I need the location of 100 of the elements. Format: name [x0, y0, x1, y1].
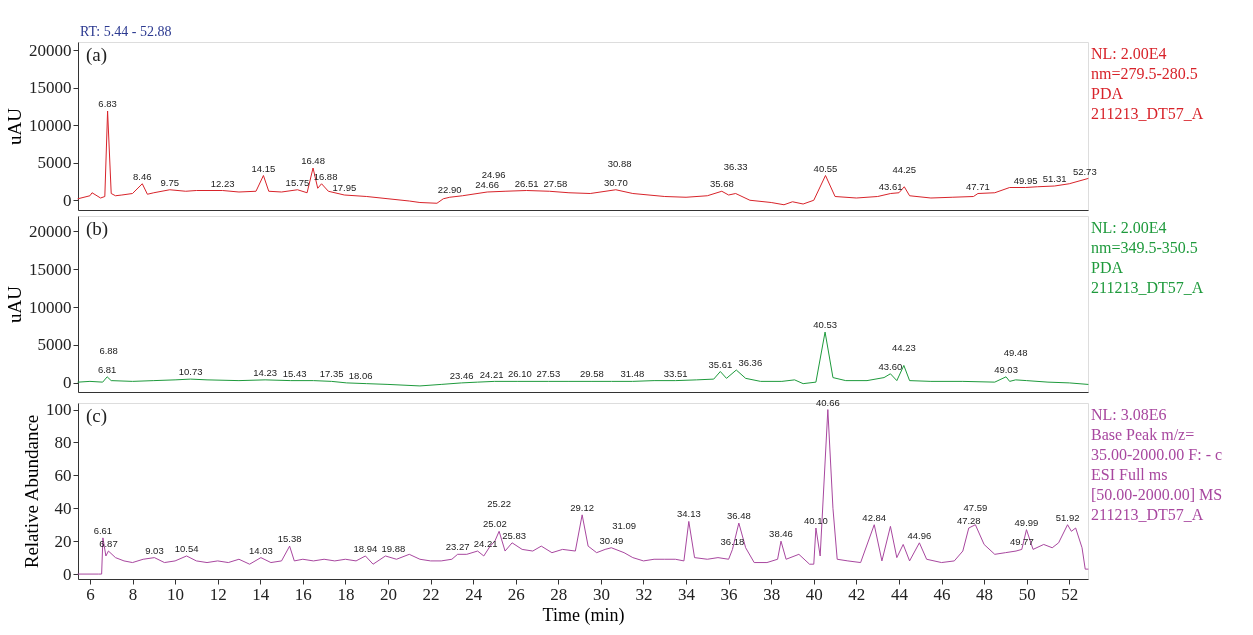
annotation: 15.43 [282, 367, 307, 379]
annotation: 30.88 [607, 157, 632, 169]
chart-subtitle: RT: 5.44 - 52.88 [80, 24, 172, 39]
annotation: 17.35 [319, 368, 344, 380]
annotation: 47.28 [956, 515, 981, 527]
y-tick-label: 0 [63, 564, 72, 584]
annotation: 8.46 [133, 170, 152, 182]
text: [50.00-2000.00] MS [1091, 486, 1223, 503]
x-tick-label: 48 [976, 584, 994, 604]
annotation: 16.48 [301, 155, 325, 166]
annotation: 44.23 [891, 342, 916, 354]
x-tick-label: 38 [763, 584, 781, 604]
y-tick-label: 10000 [29, 115, 72, 135]
annotation: 30.70 [603, 176, 628, 188]
chart-title: (a) [86, 44, 108, 66]
annotation: 51.92 [1055, 511, 1080, 523]
annotation: 35.61 [708, 358, 733, 370]
x-tick-label: 52 [1061, 584, 1079, 604]
annotation: 52.73 [1072, 166, 1097, 178]
x-tick-label: 36 [720, 584, 738, 604]
annotation: 29.12 [570, 501, 595, 513]
annotation: 6.88 [99, 345, 118, 357]
y-tick-label: 80 [54, 432, 72, 452]
annotation: 31.48 [620, 368, 645, 380]
text: 211213_DT57_A [1091, 279, 1204, 296]
x-tick-label: 34 [678, 584, 696, 604]
annotation: 51.31 [1042, 173, 1067, 184]
y-tick-label: 5000 [37, 153, 72, 173]
annotation: 30.49 [599, 534, 624, 546]
annotation: 27.58 [543, 178, 568, 190]
annotation: 34.13 [676, 508, 701, 520]
annotation: 18.06 [348, 369, 373, 381]
annotation: 49.03 [994, 363, 1018, 375]
x-tick-label: 6 [86, 584, 95, 604]
annotation: 6.81 [97, 363, 117, 375]
annotation: 42.84 [862, 511, 887, 523]
annotation: 25.83 [502, 529, 526, 541]
annotation: 17.95 [332, 182, 357, 193]
annotation: 15.75 [285, 176, 310, 188]
text: PDA [1091, 85, 1124, 102]
annotation: 22.90 [437, 184, 462, 196]
annotation: 23.46 [449, 369, 474, 381]
y-tick-label: 100 [46, 400, 72, 420]
y-tick-label: 10000 [29, 297, 72, 317]
annotation: 35.68 [709, 178, 734, 190]
y-tick-label: 20000 [29, 40, 72, 60]
annotation: 18.94 [353, 542, 378, 554]
x-tick-label: 50 [1018, 584, 1036, 604]
chart-title: (c) [86, 405, 108, 427]
x-tick-label: 30 [592, 584, 610, 604]
annotation: 24.21 [479, 369, 504, 381]
x-tick-label: 26 [507, 584, 525, 604]
annotation: 15.38 [277, 533, 302, 545]
text: PDA [1091, 259, 1124, 276]
annotation: 9.75 [160, 176, 180, 188]
x-tick-label: 24 [465, 584, 483, 604]
text: 211213_DT57_A [1091, 105, 1204, 122]
annotation: 47.71 [966, 180, 990, 192]
x-tick-label: 22 [422, 584, 440, 604]
annotation: 9.03 [145, 544, 164, 556]
text: nm=279.5-280.5 [1091, 65, 1198, 82]
chart-title: (b) [86, 218, 109, 240]
annotation: 36.33 [723, 160, 748, 172]
x-tick-label: 20 [379, 584, 397, 604]
text: NL: 2.00E4 [1091, 219, 1167, 236]
x-tick-label: 16 [294, 584, 312, 604]
text: 211213_DT57_A [1091, 506, 1204, 523]
annotation: 12.23 [210, 177, 235, 189]
x-tick-label: 40 [805, 584, 823, 604]
annotation: 14.03 [248, 544, 273, 556]
annotation: 43.60 [878, 360, 903, 372]
y-tick-label: 5000 [37, 335, 72, 355]
annotation: 14.23 [253, 366, 278, 378]
annotation: 10.73 [178, 366, 203, 378]
annotation: 24.66 [475, 179, 500, 190]
text: nm=349.5-350.5 [1091, 239, 1198, 256]
annotation: 19.88 [381, 542, 406, 554]
x-tick-label: 10 [167, 584, 185, 604]
annotation: 49.48 [1003, 346, 1028, 358]
annotation: 25.02 [482, 518, 507, 530]
annotation: 44.96 [907, 529, 932, 541]
annotation: 38.46 [769, 528, 793, 540]
annotation: 14.15 [251, 162, 276, 174]
annotation: 27.53 [536, 368, 561, 380]
x-tick-label: 28 [550, 584, 568, 604]
annotation: 40.55 [813, 162, 838, 174]
x-tick-label: 12 [209, 584, 227, 604]
line-series [77, 409, 1089, 575]
annotation: 6.61 [93, 524, 113, 536]
annotation: 40.10 [804, 515, 828, 527]
x-tick-label: 32 [635, 584, 653, 604]
y-tick-label: 0 [63, 373, 72, 393]
annotation: 49.99 [1014, 516, 1039, 528]
annotation: 36.18 [720, 536, 745, 548]
x-tick-label: 14 [252, 584, 270, 604]
y-tick-label: 20 [54, 531, 72, 551]
text: NL: 3.08E6 [1091, 406, 1167, 423]
y-tick-label: 15000 [29, 78, 72, 98]
text: Base Peak m/z= [1091, 426, 1195, 443]
y-tick-label: 15000 [29, 259, 72, 279]
